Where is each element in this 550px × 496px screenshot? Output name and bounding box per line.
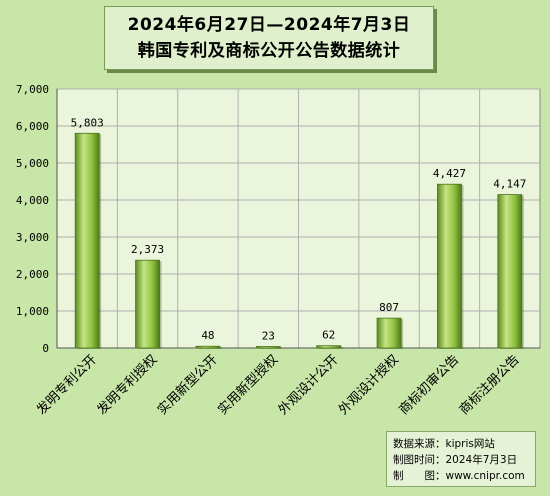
bar	[437, 183, 462, 349]
bar	[255, 346, 281, 349]
data-label: 48	[201, 329, 214, 342]
bar	[376, 317, 402, 349]
maker-value: www.cnipr.com	[445, 470, 525, 482]
y-tick-label: 5,000	[16, 157, 49, 170]
y-tick-label: 2,000	[16, 268, 49, 281]
y-tick-label: 1,000	[16, 305, 49, 318]
x-tick-label: 发明专利公开	[34, 352, 100, 418]
source-row-maker: 制 图：www.cnipr.com	[393, 468, 529, 484]
chart-title-line2: 韩国专利及商标公开公告数据统计	[137, 41, 401, 61]
data-label: 62	[322, 329, 335, 342]
source-row-chart-time: 制图时间：2024年7月3日	[393, 452, 529, 468]
y-tick-label: 4,000	[16, 194, 49, 207]
data-label: 4,147	[493, 178, 526, 191]
bar	[74, 132, 100, 349]
y-tick-label: 7,000	[16, 83, 49, 96]
x-tick-label: 外观设计授权	[335, 352, 401, 418]
source-value: kipris网站	[445, 438, 495, 450]
data-label: 807	[379, 301, 399, 314]
y-tick-label: 3,000	[16, 231, 49, 244]
x-tick-label: 商标初审公告	[396, 352, 462, 418]
data-label: 4,427	[433, 167, 466, 180]
bar	[497, 194, 523, 349]
chart-title-box: 2024年6月27日—2024年7月3日 韩国专利及商标公开公告数据统计	[104, 6, 434, 70]
bar	[195, 345, 221, 349]
source-label: 数据来源：	[393, 438, 446, 450]
source-box: 数据来源：kipris网站 制图时间：2024年7月3日 制 图：www.cni…	[386, 431, 536, 487]
chart-title-line1: 2024年6月27日—2024年7月3日	[127, 15, 411, 35]
data-label: 2,373	[131, 243, 164, 256]
data-label: 23	[262, 330, 275, 343]
source-row-data-source: 数据来源：kipris网站	[393, 436, 529, 452]
x-tick-label: 发明专利授权	[94, 352, 160, 418]
x-tick-label: 商标注册公告	[457, 352, 523, 418]
data-label: 5,803	[71, 116, 104, 129]
y-tick-label: 0	[42, 342, 49, 355]
x-tick-label: 实用新型公开	[154, 352, 220, 418]
bar	[135, 259, 160, 349]
chart-time-label: 制图时间：	[393, 454, 446, 466]
bar	[316, 345, 342, 349]
y-tick-label: 6,000	[16, 120, 49, 133]
x-tick-label: 实用新型授权	[215, 352, 281, 418]
maker-label: 制 图：	[393, 470, 446, 482]
x-tick-label: 外观设计公开	[276, 352, 342, 418]
chart-time-value: 2024年7月3日	[445, 454, 518, 466]
